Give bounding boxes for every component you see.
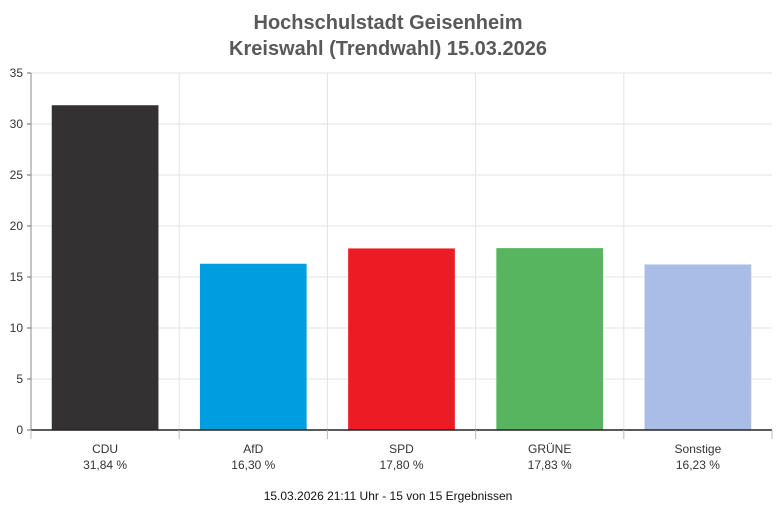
y-tick-label: 35 — [10, 66, 24, 80]
x-value-label: 16,30 % — [231, 458, 275, 472]
y-tick-label: 10 — [10, 321, 24, 335]
bar-afd — [199, 263, 307, 430]
x-value-label: 31,84 % — [83, 458, 127, 472]
x-category-label: CDU — [92, 442, 118, 456]
y-tick-label: 15 — [10, 270, 24, 284]
results-status: 15.03.2026 21:11 Uhr - 15 von 15 Ergebni… — [263, 489, 513, 503]
y-tick-label: 25 — [10, 168, 24, 182]
bar-grüne — [496, 248, 604, 430]
chart-subtitle: Kreiswahl (Trendwahl) 15.03.2026 — [229, 38, 547, 60]
bar-cdu — [51, 105, 159, 431]
y-tick-label: 30 — [10, 117, 24, 131]
x-value-label: 16,23 % — [676, 458, 720, 472]
bar-spd — [348, 248, 455, 430]
bar-sonstige — [644, 264, 752, 430]
y-tick-label: 20 — [10, 219, 24, 233]
x-category-label: AfD — [243, 442, 263, 456]
y-tick-label: 0 — [16, 423, 23, 437]
x-value-label: 17,80 % — [379, 458, 423, 472]
y-tick-label: 5 — [16, 372, 23, 386]
chart-title: Hochschulstadt Geisenheim — [253, 12, 523, 34]
x-category-label: Sonstige — [675, 442, 722, 456]
x-category-label: GRÜNE — [528, 442, 571, 456]
x-category-label: SPD — [389, 442, 414, 456]
x-value-label: 17,83 % — [528, 458, 572, 472]
